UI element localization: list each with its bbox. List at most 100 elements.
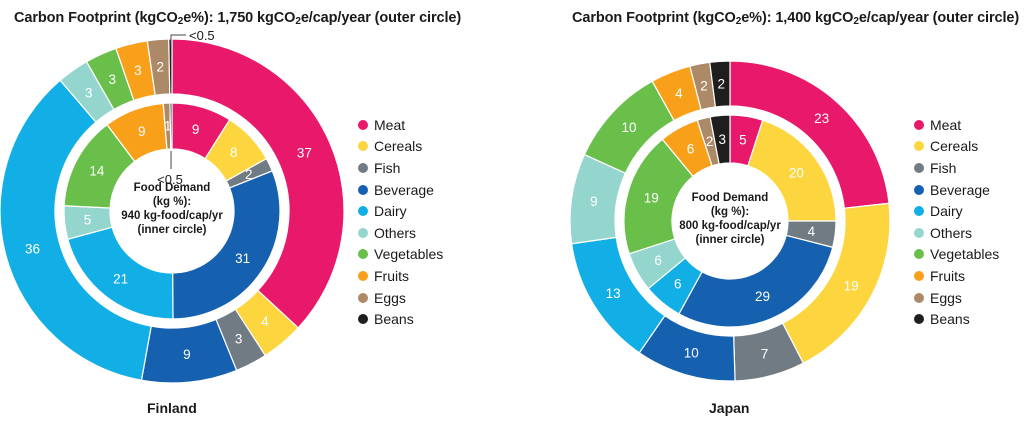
outer-beans-leader <box>170 34 186 47</box>
legend-swatch <box>358 141 368 152</box>
legend-item-fruits: Fruits <box>358 265 443 287</box>
finland-inner-label-cereals: 8 <box>230 145 238 160</box>
finland-outer-slice-beans <box>168 38 173 95</box>
japan-outer-label-fish: 7 <box>761 347 769 362</box>
japan-inner-slice-beverage <box>678 234 834 328</box>
legend-item-others: Others <box>358 222 443 244</box>
japan-outer-label-eggs: 2 <box>700 78 708 93</box>
finland-inner-label-dairy: 21 <box>113 271 128 286</box>
japan-chart-title: Carbon Footprint (kgCO2e%): 1,400 kgCO2e… <box>572 10 1020 27</box>
legend-label: Dairy <box>374 203 407 220</box>
legend-swatch <box>914 227 924 238</box>
finland-inner-label-fruits: 9 <box>138 124 146 139</box>
legend-swatch <box>358 249 368 260</box>
legend-label: Vegetables <box>930 246 1000 263</box>
center-label-line: 800 kg-food/cap/yr <box>679 220 781 232</box>
legend-swatch <box>358 184 368 195</box>
legend-label: Cereals <box>930 138 979 155</box>
finland-outer-slice-meat <box>171 38 345 329</box>
japan-legend: Meat Cereals Fish Beverage Dairy Others Vegeta… <box>914 114 999 330</box>
finland-inner-slice-beverage <box>171 170 281 320</box>
finland-inner-label-fish: 2 <box>245 167 253 182</box>
legend-item-eggs: Eggs <box>358 287 443 309</box>
legend-swatch <box>914 314 924 325</box>
finland-outer-label-vegetables: 3 <box>109 72 117 87</box>
legend-swatch <box>358 227 368 238</box>
legend-item-cereals: Cereals <box>914 136 999 158</box>
legend-label: Others <box>374 224 417 241</box>
finland-country-label: Finland <box>147 400 197 416</box>
legend-label: Eggs <box>374 289 406 306</box>
legend-label: Fish <box>374 159 401 176</box>
japan-inner-label-cereals: 20 <box>789 165 804 180</box>
legend-label: Beans <box>374 311 414 328</box>
finland-outer-label-others: 3 <box>85 85 93 100</box>
japan-outer-label-cereals: 19 <box>844 278 859 293</box>
japan-inner-label-fruits: 6 <box>687 142 695 157</box>
finland-legend: Meat Cereals Fish Beverage Dairy Others Vegeta… <box>358 114 443 330</box>
legend-label: Eggs <box>930 289 962 306</box>
finland-outer-slice-dairy <box>0 79 152 381</box>
finland-outer-label-meat: 37 <box>297 146 312 161</box>
legend-swatch <box>358 292 368 303</box>
inner-beans-annotation: <0.5 <box>157 172 183 187</box>
japan-inner-label-meat: 5 <box>739 133 747 148</box>
legend-item-fish: Fish <box>358 157 443 179</box>
legend-label: Meat <box>930 116 962 133</box>
finland-outer-label-fish: 3 <box>235 332 243 347</box>
legend-label: Cereals <box>374 138 423 155</box>
legend-swatch <box>358 206 368 217</box>
japan-outer-slice-beans <box>709 60 731 108</box>
legend-item-beverage: Beverage <box>914 179 999 201</box>
legend-swatch <box>914 292 924 303</box>
legend-item-vegetables: Vegetables <box>358 244 443 266</box>
legend-item-fish: Fish <box>914 157 999 179</box>
legend-swatch <box>358 119 368 130</box>
finland-outer-label-cereals: 4 <box>261 314 269 329</box>
legend-swatch <box>358 162 368 173</box>
japan-panel: Carbon Footprint (kgCO2e%): 1,400 kgCO2e… <box>500 0 1024 425</box>
japan-outer-label-fruits: 4 <box>675 86 683 101</box>
japan-inner-label-vegetables: 19 <box>644 191 659 206</box>
japan-inner-label-beverage: 29 <box>755 289 770 304</box>
legend-label: Others <box>930 224 973 241</box>
finland-outer-label-dairy: 36 <box>25 241 40 256</box>
japan-outer-label-dairy: 13 <box>606 286 621 301</box>
japan-inner-label-fish: 4 <box>808 224 816 239</box>
legend-item-beans: Beans <box>358 308 443 330</box>
legend-item-dairy: Dairy <box>358 200 443 222</box>
legend-swatch <box>358 314 368 325</box>
legend-label: Beans <box>930 311 970 328</box>
legend-label: Meat <box>374 116 406 133</box>
center-label-line: (kg %): <box>711 206 749 218</box>
legend-item-eggs: Eggs <box>914 287 999 309</box>
legend-item-meat: Meat <box>914 114 999 136</box>
center-label-line: (inner circle) <box>137 224 206 236</box>
legend-label: Fruits <box>374 267 409 284</box>
finland-outer-label-beverage: 9 <box>183 347 191 362</box>
finland-inner-label-meat: 9 <box>192 122 200 137</box>
legend-swatch <box>914 249 924 260</box>
legend-label: Beverage <box>930 181 990 198</box>
legend-item-beans: Beans <box>914 308 999 330</box>
legend-swatch <box>914 270 924 281</box>
center-label-line: (inner circle) <box>695 234 764 246</box>
japan-outer-label-meat: 23 <box>814 111 829 126</box>
japan-outer-label-vegetables: 10 <box>621 120 636 135</box>
center-label-line: Food Demand <box>134 182 211 194</box>
legend-label: Fruits <box>930 267 965 284</box>
center-label-line: (kg %): <box>153 196 191 208</box>
finland-inner-slice-beans <box>169 102 173 150</box>
legend-item-cereals: Cereals <box>358 136 443 158</box>
japan-outer-label-others: 9 <box>590 194 598 209</box>
finland-outer-label-fruits: 3 <box>134 63 142 78</box>
japan-country-label: Japan <box>709 400 750 416</box>
finland-chart-title: Carbon Footprint (kgCO2e%): 1,750 kgCO2e… <box>14 10 462 27</box>
legend-item-dairy: Dairy <box>914 200 999 222</box>
japan-inner-label-eggs: 2 <box>706 134 714 149</box>
legend-label: Beverage <box>374 181 434 198</box>
legend-label: Fish <box>930 159 957 176</box>
japan-outer-label-beans: 2 <box>718 76 726 91</box>
